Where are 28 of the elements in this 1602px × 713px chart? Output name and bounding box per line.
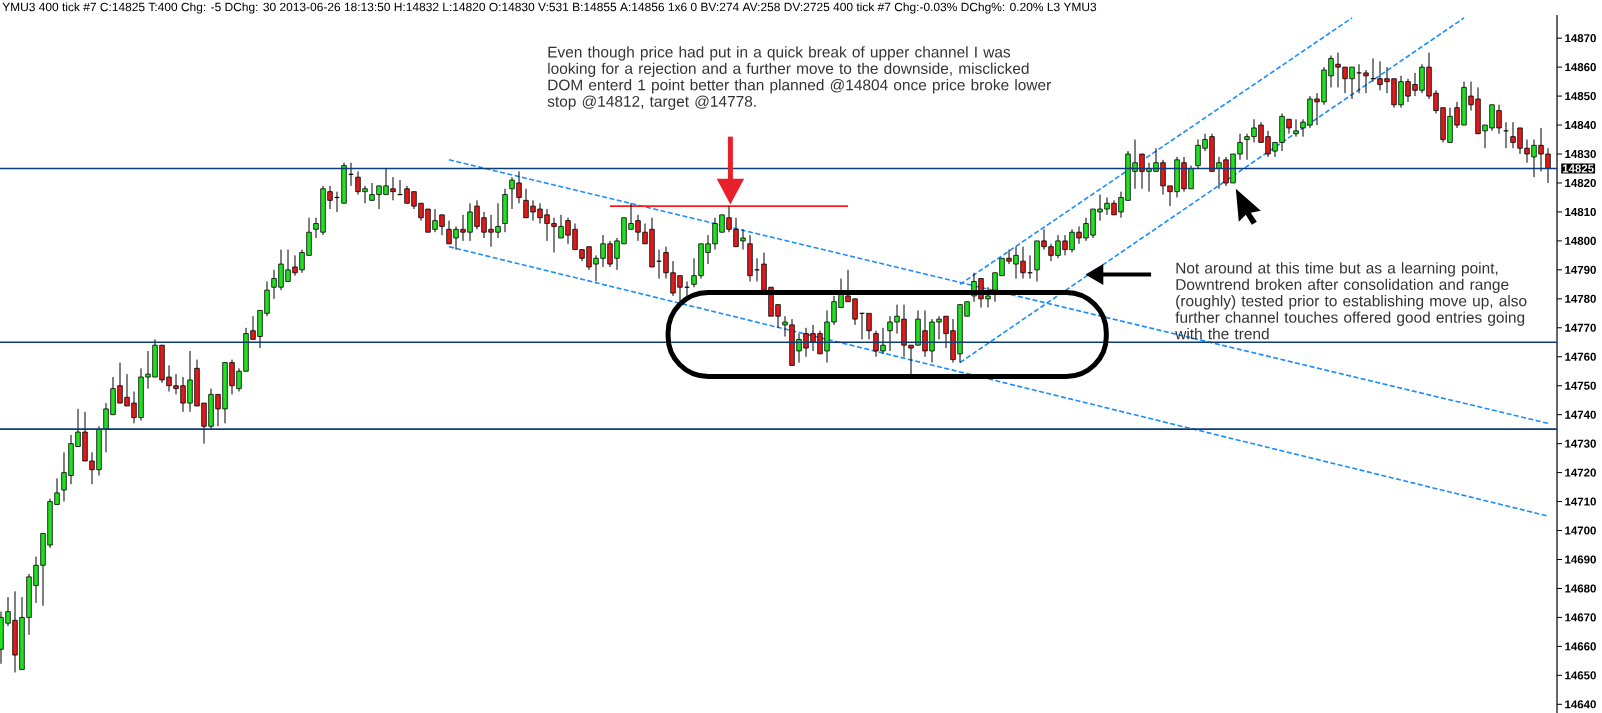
y-tick-label: 14700	[1565, 526, 1596, 535]
y-tick-label: 14690	[1565, 555, 1596, 564]
annotation: Not around at this time but as a learning point, Downtrend broken after consolidation and range (roughly) tested prior to establishing move up, also further channel touches offered good entries going with the trend	[1175, 262, 1527, 340]
y-tick-label: 14790	[1565, 265, 1596, 274]
y-tick-label: 14670	[1565, 613, 1596, 622]
y-tick-label: 14730	[1565, 439, 1596, 448]
y-tick-label: 14720	[1565, 468, 1596, 477]
y-tick-label: 14810	[1565, 207, 1596, 216]
y-tick-label: 14870	[1565, 34, 1596, 43]
y-tick-label: 14800	[1565, 236, 1596, 245]
y-tick-label: 14710	[1565, 497, 1596, 506]
annotation: Even though price had put in a quick break of upper channel I was looking for a rejection and a further move to the downside, misclicked DOM enterd 1 point better than planned @14804 once price broke lower stop @14812, target @14778.	[547, 46, 1051, 110]
y-tick-label: 14640	[1565, 700, 1596, 709]
y-tick-label: 14860	[1565, 63, 1596, 72]
y-tick-label: 14840	[1565, 121, 1596, 130]
y-tick-label: 14770	[1565, 323, 1596, 332]
chart-title: YMU3 400 tick #7 C:14825 T:400 Chg: -5 DChg: 30 2013-06-26 18:13:50 H:14832 L:14820 O:14830 V:531 B:14855 A:14856 1x6 0 BV:274 AV:258 DV:2725 400 tick #7 Chg:-0.03% DChg%: 0.20% L3 YMU3	[2, 2, 1097, 14]
y-tick-label: 14820	[1565, 178, 1596, 188]
y-tick-label: 14740	[1565, 410, 1596, 419]
y-tick-label: 14760	[1565, 352, 1596, 361]
y-tick-label: 14750	[1565, 381, 1596, 390]
y-tick-label: 14660	[1565, 642, 1596, 651]
y-tick-label: 14830	[1565, 149, 1596, 159]
ref-line-label: 14825	[1562, 164, 1594, 173]
y-tick-label: 14780	[1565, 294, 1596, 303]
y-tick-label: 14850	[1565, 92, 1596, 101]
y-tick-label: 14680	[1565, 584, 1596, 593]
y-tick-label: 14650	[1565, 671, 1596, 680]
